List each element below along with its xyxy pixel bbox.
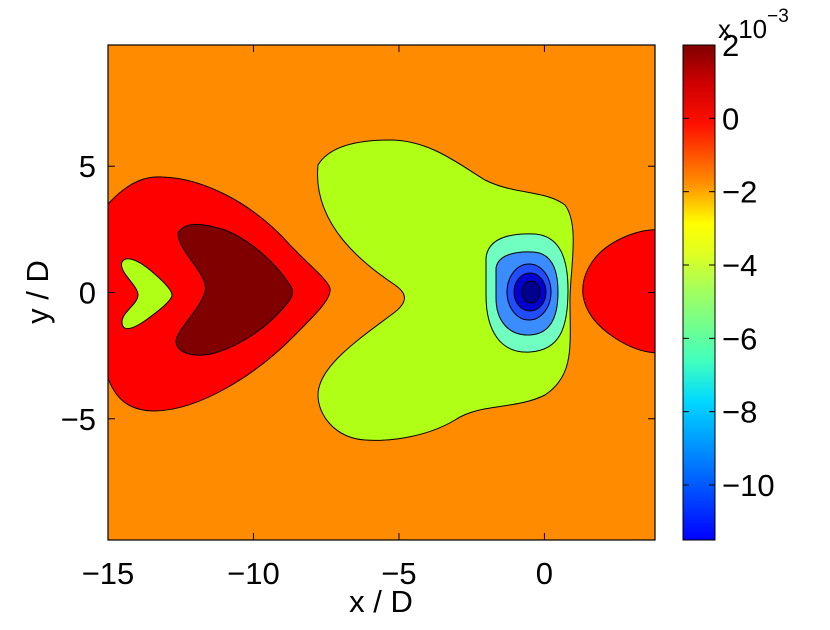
colorbar-tick-label: −6 (722, 321, 757, 356)
left-small-lobe (121, 258, 173, 329)
x-axis-label: x / D (349, 584, 413, 619)
contour-field (108, 45, 655, 540)
x-tick-label: −5 (381, 556, 416, 591)
y-tick-label: −5 (61, 402, 96, 437)
colorbar-tick-label: −10 (722, 468, 775, 503)
x-tick-label: −10 (227, 556, 280, 591)
colorbar-tick-label: 2 (722, 28, 739, 63)
colorbar-tick-label: 0 (722, 101, 739, 136)
x-tick-label: −15 (82, 556, 135, 591)
vortex-core (521, 280, 541, 304)
x-axis-ticks: −15 −10 −5 0 (82, 45, 553, 591)
colorbar-multiplier: x 10−3 (718, 6, 789, 44)
central-lobe (317, 139, 574, 441)
colorbar-multiplier-exponent: −3 (767, 6, 789, 27)
colorbar-ticks: 2 0 −2 −4 −6 −8 −10 (683, 28, 775, 503)
colorbar-tick-label: −4 (722, 248, 757, 283)
left-inner-lobe (175, 223, 293, 356)
y-tick-label: 0 (79, 276, 96, 311)
colorbar-multiplier-base: x 10 (718, 14, 767, 44)
colorbar (682, 44, 716, 541)
right-lobe (582, 229, 655, 354)
colorbar-tick-label: −2 (722, 175, 757, 210)
y-axis-ticks: −5 0 5 (61, 149, 655, 437)
y-tick-label: 5 (79, 149, 96, 184)
y-axis-label: y / D (20, 260, 55, 324)
x-tick-label: 0 (536, 556, 553, 591)
colorbar-tick-label: −8 (722, 395, 757, 430)
